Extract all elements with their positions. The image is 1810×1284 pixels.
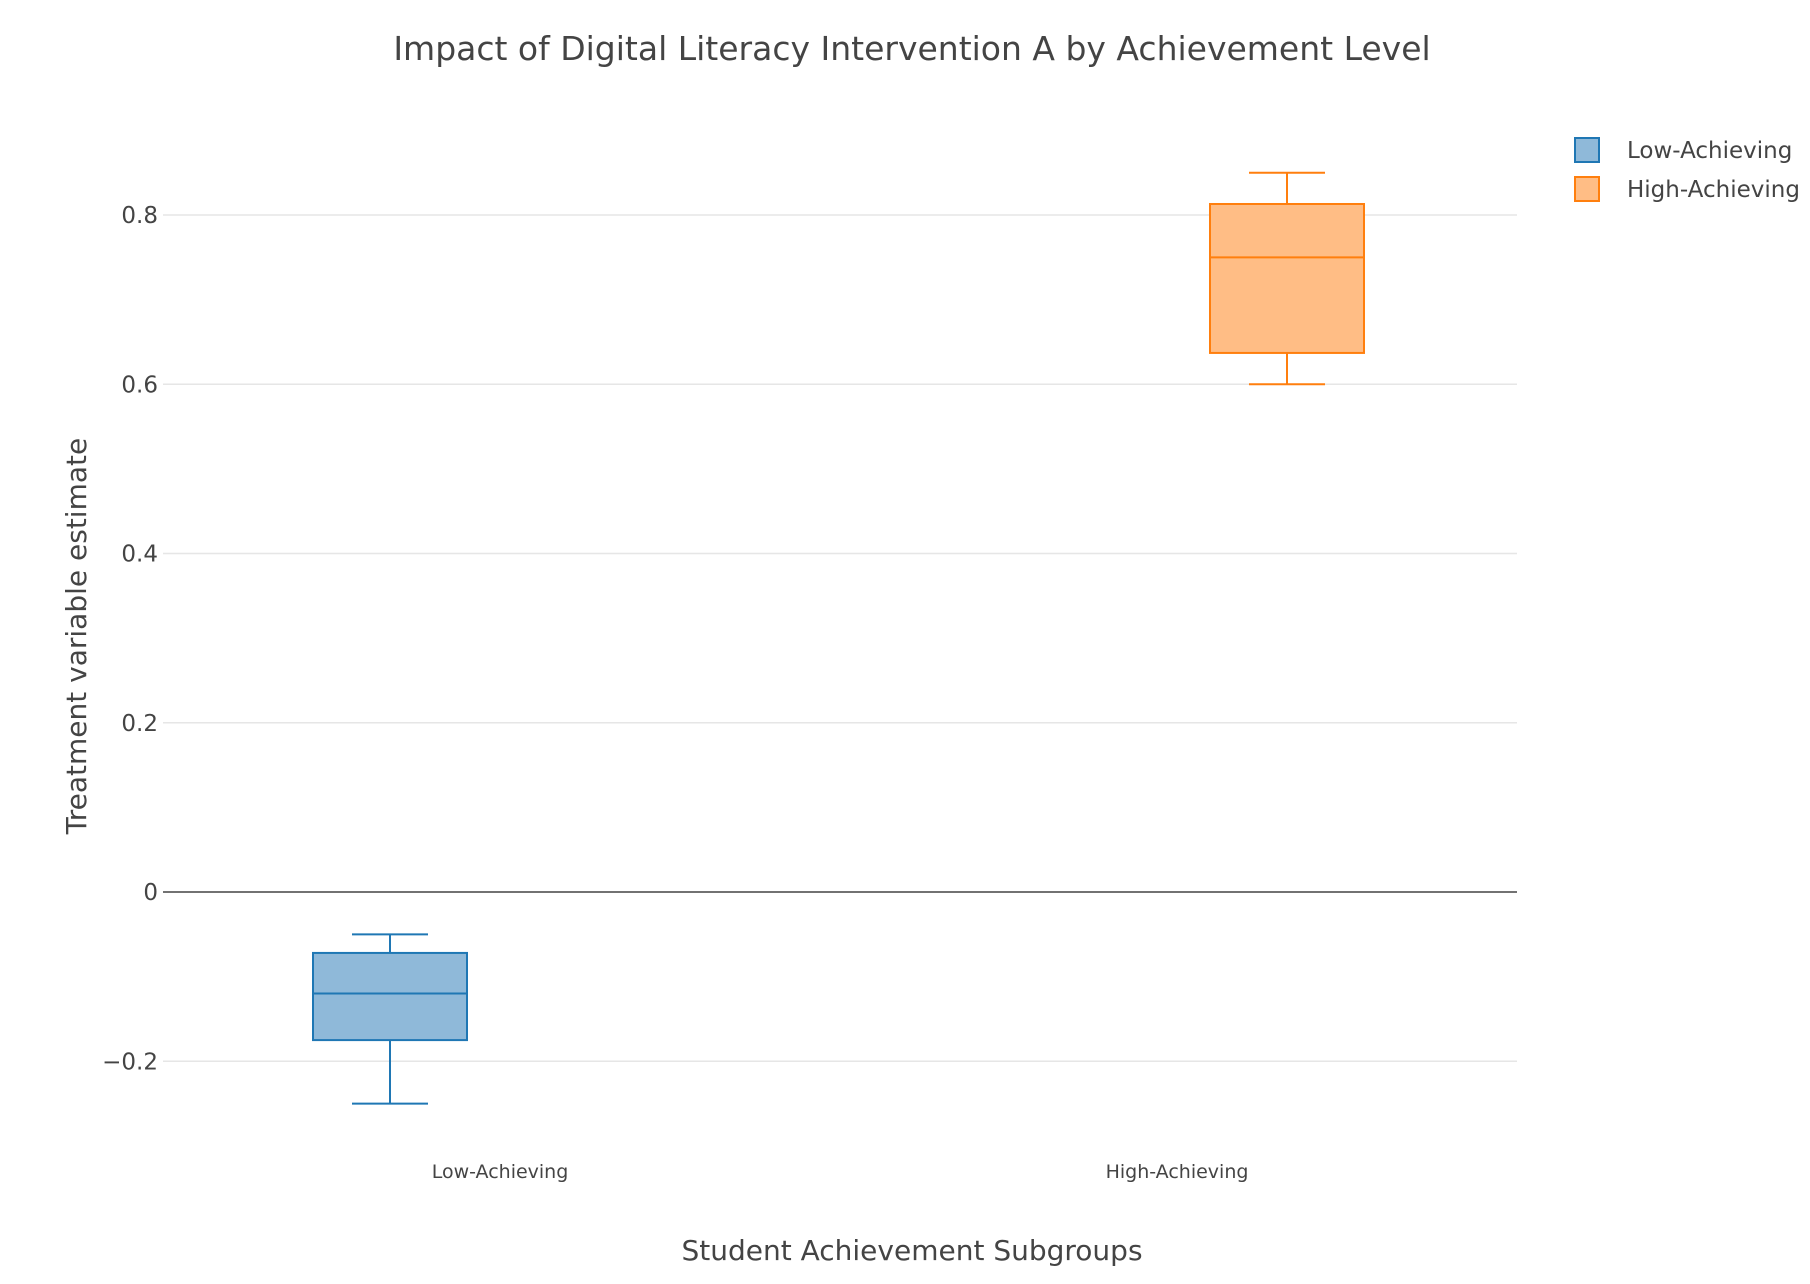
x-tick-label: Low-Achieving (432, 1161, 569, 1183)
y-tick-label: 0.8 (121, 203, 158, 229)
legend-swatch (1574, 176, 1600, 202)
x-tick-label: High-Achieving (1106, 1161, 1249, 1183)
iqr-box (312, 951, 468, 1042)
legend-label: Low-Achieving (1627, 138, 1792, 164)
gridlines (163, 214, 1517, 1062)
y-tick-label: 0 (143, 880, 158, 906)
y-axis-ticks: −0.2 0 0.2 0.4 0.6 0.8 (102, 203, 158, 1075)
box-high-achieving[interactable] (1209, 171, 1365, 386)
box-low-achieving[interactable] (312, 933, 468, 1105)
plot-area (312, 171, 1365, 1105)
legend-item-high-achieving[interactable]: High-Achieving (1574, 176, 1800, 203)
y-axis-title: Treatment variable estimate (60, 438, 93, 835)
y-tick-label: 0.6 (121, 372, 158, 398)
y-tick-label: −0.2 (102, 1049, 158, 1075)
chart-title: Impact of Digital Literacy Intervention … (393, 29, 1430, 68)
x-axis-ticks: Low-Achieving High-Achieving (432, 1161, 1249, 1183)
x-axis-title: Student Achievement Subgroups (681, 1234, 1142, 1267)
y-tick-label: 0.4 (121, 542, 158, 568)
y-tick-label: 0.2 (121, 711, 158, 737)
legend-label: High-Achieving (1627, 177, 1800, 203)
legend: Low-Achieving High-Achieving (1574, 137, 1800, 203)
legend-swatch (1574, 137, 1600, 163)
legend-item-low-achieving[interactable]: Low-Achieving (1574, 137, 1792, 164)
iqr-box (1209, 202, 1365, 354)
